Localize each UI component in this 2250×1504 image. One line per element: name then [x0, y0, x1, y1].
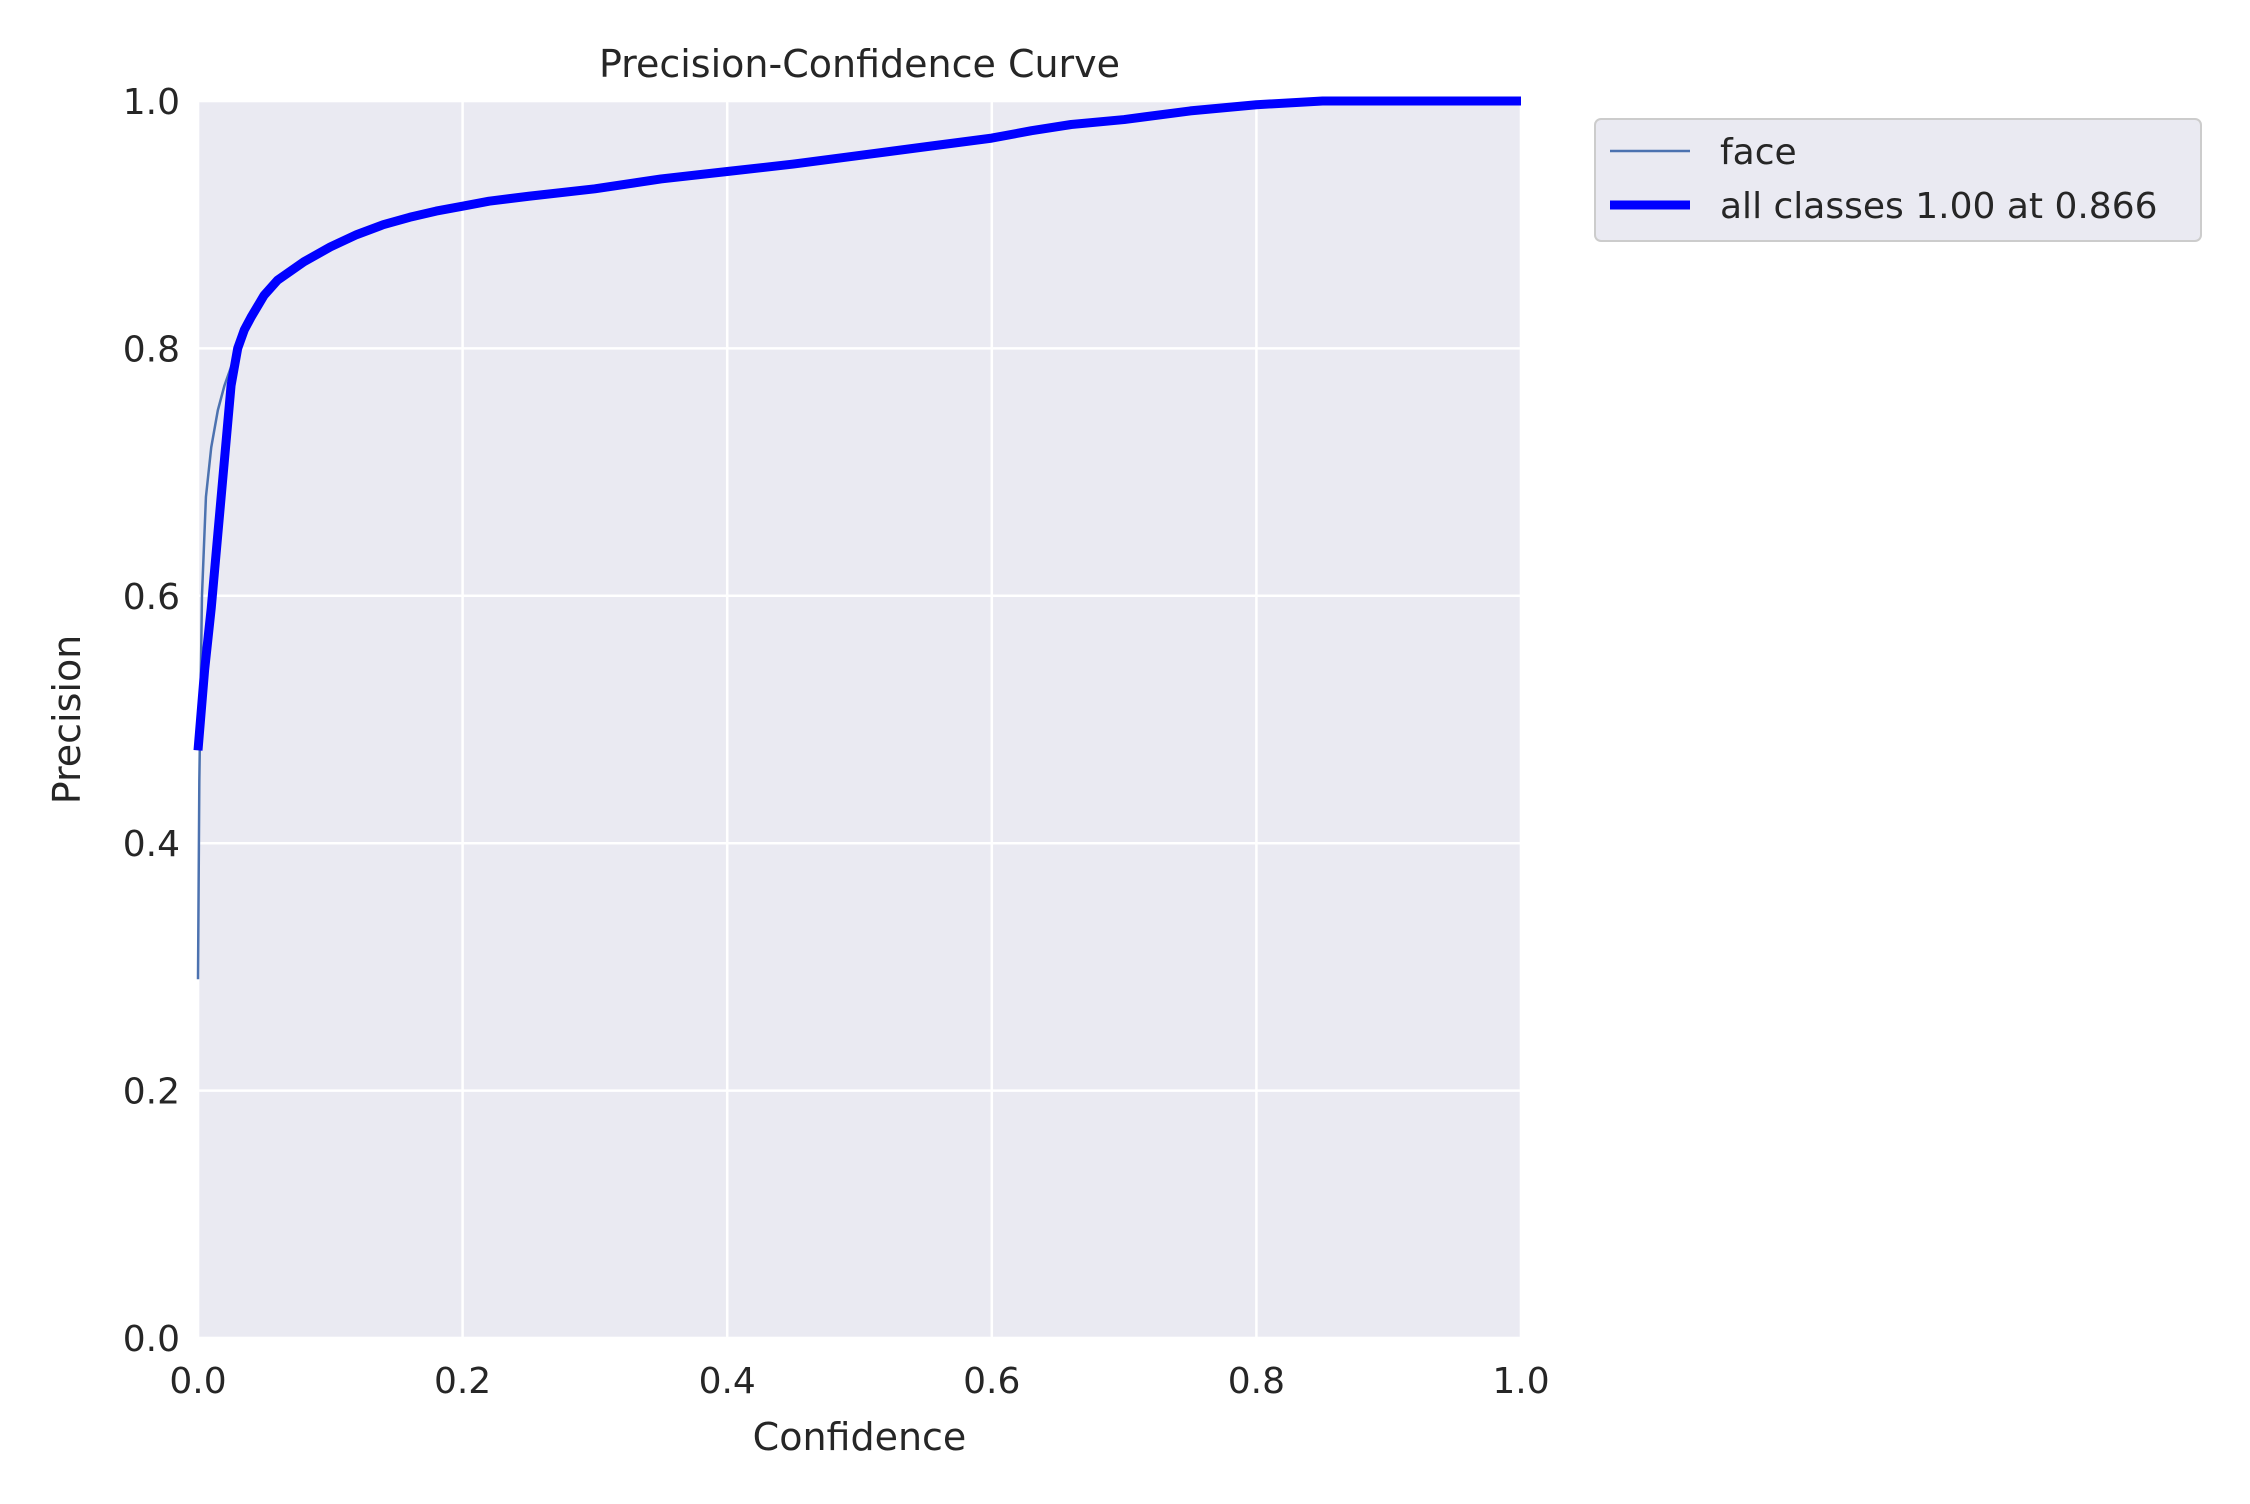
plot-area: [198, 101, 1521, 1338]
x-tick-label: 0.8: [1228, 1361, 1285, 1402]
y-tick-label: 0.2: [123, 1072, 180, 1113]
y-axis-label: Precision: [45, 635, 89, 805]
x-axis-label: Confidence: [753, 1415, 967, 1459]
series-line-all-classes: [193, 96, 1521, 751]
y-tick-label: 0.8: [123, 329, 180, 370]
x-tick-label: 0.0: [169, 1361, 226, 1402]
y-tick-label: 0.0: [123, 1319, 180, 1360]
x-tick-label: 0.2: [434, 1361, 491, 1402]
ticks: 0.0 0.2 0.4 0.6 0.8 1.0 0.0 0.2 0.4 0.6 0.8 1.0: [123, 82, 1550, 1402]
series-layer: [193, 96, 1521, 980]
legend-label-face: face: [1720, 132, 1797, 173]
chart-title: Precision-Confidence Curve: [599, 42, 1120, 86]
y-tick-label: 0.4: [123, 824, 180, 865]
y-tick-label: 0.6: [123, 577, 180, 618]
x-tick-label: 0.6: [963, 1361, 1020, 1402]
y-tick-label: 1.0: [123, 82, 180, 123]
legend: face all classes 1.00 at 0.866: [1594, 118, 2202, 242]
x-tick-label: 0.4: [699, 1361, 756, 1402]
grid: [196, 99, 1523, 1340]
x-tick-label: 1.0: [1492, 1361, 1549, 1402]
legend-label-all-classes: all classes 1.00 at 0.866: [1720, 186, 2158, 227]
legend-box: [1594, 118, 2202, 242]
